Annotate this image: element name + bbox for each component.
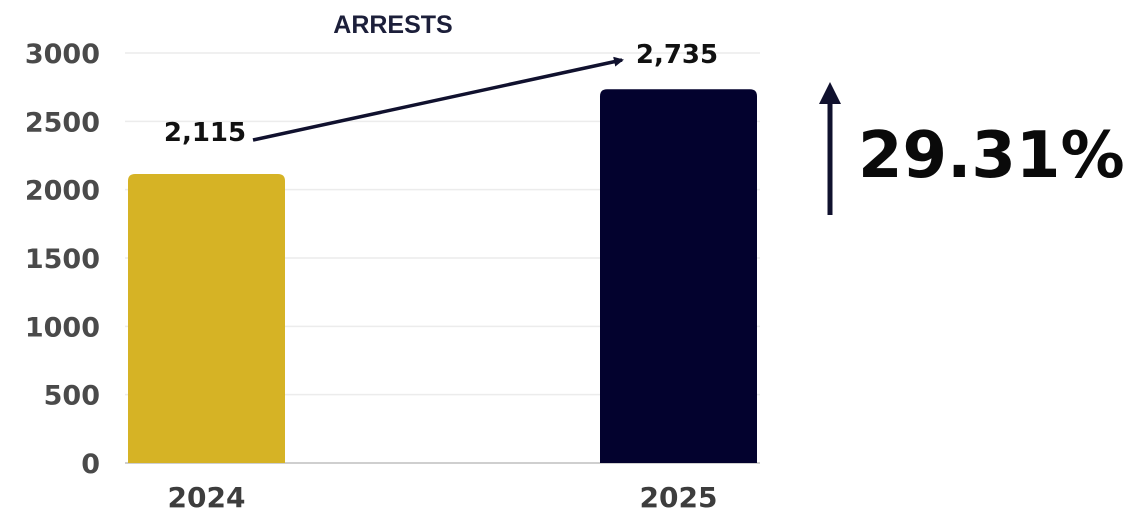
y-tick-label: 2000 [25, 176, 100, 207]
trend-arrow [252, 56, 624, 142]
chart-title: ARRESTS [333, 11, 452, 39]
bar-2025 [600, 89, 757, 463]
change-up-arrowhead-icon [819, 82, 841, 104]
bars [128, 89, 757, 463]
x-category-label: 2024 [168, 481, 246, 512]
y-axis-ticks: 0 500 1000 1500 2000 2500 3000 [25, 39, 100, 480]
data-label-2024: 2,115 [164, 118, 246, 148]
change-percent-label: 29.31% [858, 119, 1125, 193]
data-labels: 2,115 2,735 [164, 40, 718, 148]
y-tick-label: 500 [44, 381, 100, 412]
y-tick-label: 1000 [25, 312, 100, 343]
data-label-2025: 2,735 [636, 40, 718, 70]
y-tick-label: 2500 [25, 107, 100, 138]
x-category-label: 2025 [640, 481, 718, 512]
x-axis-categories: 2024 2025 [168, 481, 718, 512]
y-tick-label: 1500 [25, 244, 100, 275]
bar-2024 [128, 173, 285, 463]
y-tick-label: 0 [81, 449, 100, 480]
y-tick-label: 3000 [25, 39, 100, 70]
